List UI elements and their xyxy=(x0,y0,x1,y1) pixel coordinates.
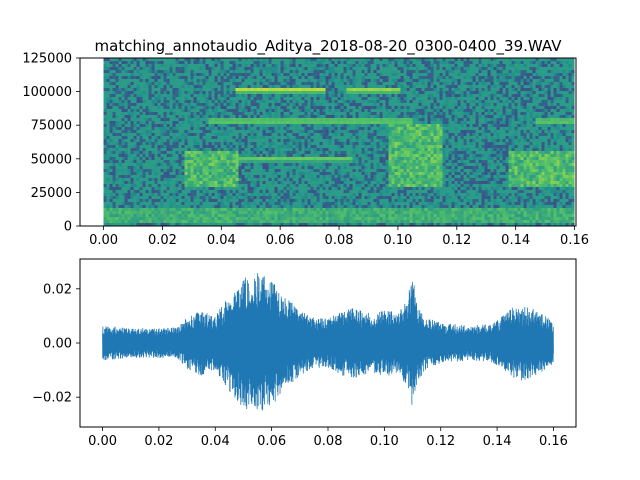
spectrogram-y-tick-label: 0 xyxy=(64,220,72,235)
waveform-x-tick-label: 0.04 xyxy=(201,434,230,449)
spectrogram-y-tick-label: 25000 xyxy=(31,186,72,201)
waveform-y-tick-label: −0.02 xyxy=(32,391,72,406)
waveform-line xyxy=(102,273,554,411)
waveform-x-tick-label: 0.10 xyxy=(370,434,399,449)
waveform-panel: 0.00 0.02 0.04 0.06 0.08 0.10 0.12 0.14 0.16 0.0… xyxy=(32,258,577,449)
spectrogram-x-tick-label: 0.16 xyxy=(560,233,589,248)
spectrogram-y-tick-label: 125000 xyxy=(22,52,72,67)
spectrogram-x-tick-label: 0.04 xyxy=(207,233,236,248)
spectrogram-frame xyxy=(79,57,577,227)
waveform-x-tick-label: 0.06 xyxy=(257,434,286,449)
spectrogram-x-tick-label: 0.12 xyxy=(442,233,471,248)
waveform-y-axis: 0.02 0.00 −0.02 xyxy=(32,282,80,406)
waveform-x-tick-label: 0.14 xyxy=(483,434,512,449)
waveform-x-tick-label: 0.02 xyxy=(144,434,173,449)
waveform-x-tick-label: 0.08 xyxy=(314,434,343,449)
spectrogram-x-tick-label: 0.14 xyxy=(501,233,530,248)
waveform-x-tick-label: 0.00 xyxy=(88,434,117,449)
spectrogram-panel: 0.00 0.02 0.04 0.06 0.08 0.10 0.12 0.14 0.16 0 25… xyxy=(22,52,589,249)
spectrogram-y-axis: 0 25000 50000 75000 100000 125000 xyxy=(22,52,80,235)
spectrogram-x-tick-label: 0.06 xyxy=(266,233,295,248)
spectrogram-x-tick-label: 0.10 xyxy=(383,233,412,248)
spectrogram-y-tick-label: 50000 xyxy=(31,152,72,167)
waveform-y-tick-label: 0.00 xyxy=(43,337,72,352)
waveform-y-tick-label: 0.02 xyxy=(43,282,72,297)
spectrogram-title: matching_annotaudio_Aditya_2018-08-20_03… xyxy=(95,37,563,56)
waveform-x-tick-label: 0.12 xyxy=(426,434,455,449)
waveform-x-axis: 0.00 0.02 0.04 0.06 0.08 0.10 0.12 0.14 0.16 xyxy=(88,427,568,449)
waveform-x-tick-label: 0.16 xyxy=(539,434,568,449)
spectrogram-x-tick-label: 0.02 xyxy=(148,233,177,248)
spectrogram-y-tick-label: 100000 xyxy=(22,85,72,100)
spectrogram-y-tick-label: 75000 xyxy=(31,119,72,134)
spectrogram-x-tick-label: 0.08 xyxy=(325,233,354,248)
spectrogram-x-axis: 0.00 0.02 0.04 0.06 0.08 0.10 0.12 0.14 0.16 xyxy=(89,226,589,248)
spectrogram-x-tick-label: 0.00 xyxy=(89,233,118,248)
spectrogram-image xyxy=(103,58,575,226)
